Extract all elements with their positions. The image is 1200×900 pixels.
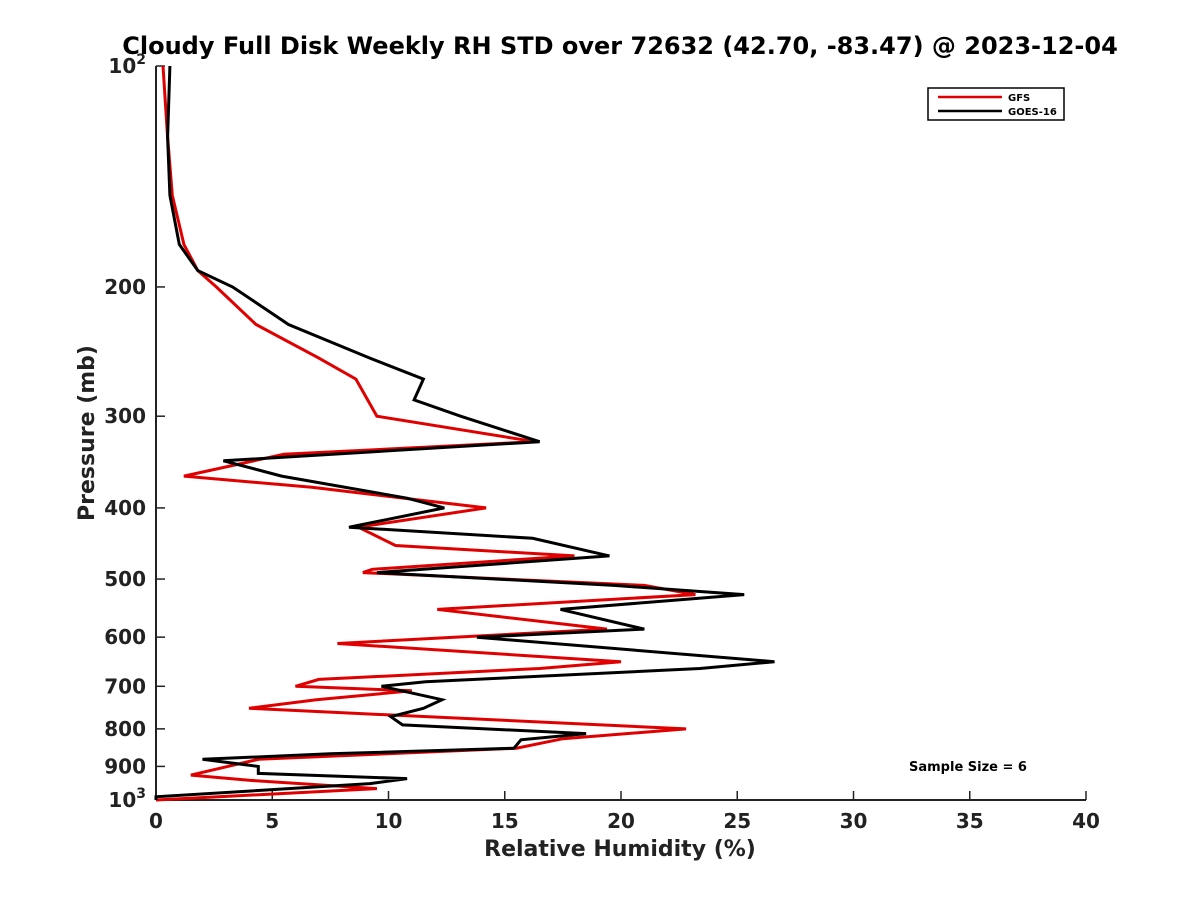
x-tick-label: 35 bbox=[956, 809, 984, 833]
legend-box bbox=[927, 87, 1065, 121]
series-layer bbox=[154, 65, 775, 802]
y-tick-label: 200 bbox=[104, 275, 146, 299]
y-tick-label: 102 bbox=[108, 52, 146, 78]
sample-size-annotation: Sample Size = 6 bbox=[909, 760, 1027, 775]
y-tick-label: 400 bbox=[104, 496, 146, 520]
chart-title: Cloudy Full Disk Weekly RH STD over 7263… bbox=[122, 32, 1118, 60]
y-tick-label: 600 bbox=[104, 625, 146, 649]
plot-area: 0 5 10 15 20 25 30 35 40 102 200 300 400 500 600 700 80… bbox=[104, 52, 1100, 833]
plot-frame bbox=[156, 66, 1086, 800]
y-tick-label: 700 bbox=[104, 674, 146, 698]
y-tick-label: 900 bbox=[104, 754, 146, 778]
y-tick-label: 103 bbox=[108, 786, 146, 812]
x-tick-label: 30 bbox=[840, 809, 868, 833]
x-tick-label: 15 bbox=[491, 809, 519, 833]
series-line-goes16 bbox=[154, 65, 775, 800]
y-ticks: 102 200 300 400 500 600 700 800 900 103 bbox=[104, 52, 165, 812]
x-tick-label: 20 bbox=[607, 809, 635, 833]
x-axis-label: Relative Humidity (%) bbox=[484, 837, 756, 862]
x-tick-label: 0 bbox=[149, 809, 163, 833]
x-tick-label: 10 bbox=[375, 809, 403, 833]
x-tick-label: 5 bbox=[265, 809, 279, 833]
y-tick-label: 300 bbox=[104, 404, 146, 428]
x-tick-label: 25 bbox=[723, 809, 751, 833]
legend: GFS GOES-16 bbox=[927, 87, 1065, 121]
y-tick-label: 500 bbox=[104, 567, 146, 591]
y-tick-label: 800 bbox=[104, 717, 146, 741]
x-ticks: 0 5 10 15 20 25 30 35 40 bbox=[149, 791, 1100, 833]
x-tick-label: 40 bbox=[1072, 809, 1100, 833]
legend-label-gfs: GFS bbox=[1008, 93, 1030, 104]
y-axis-label: Pressure (mb) bbox=[75, 345, 100, 521]
legend-label-goes16: GOES-16 bbox=[1008, 107, 1057, 118]
